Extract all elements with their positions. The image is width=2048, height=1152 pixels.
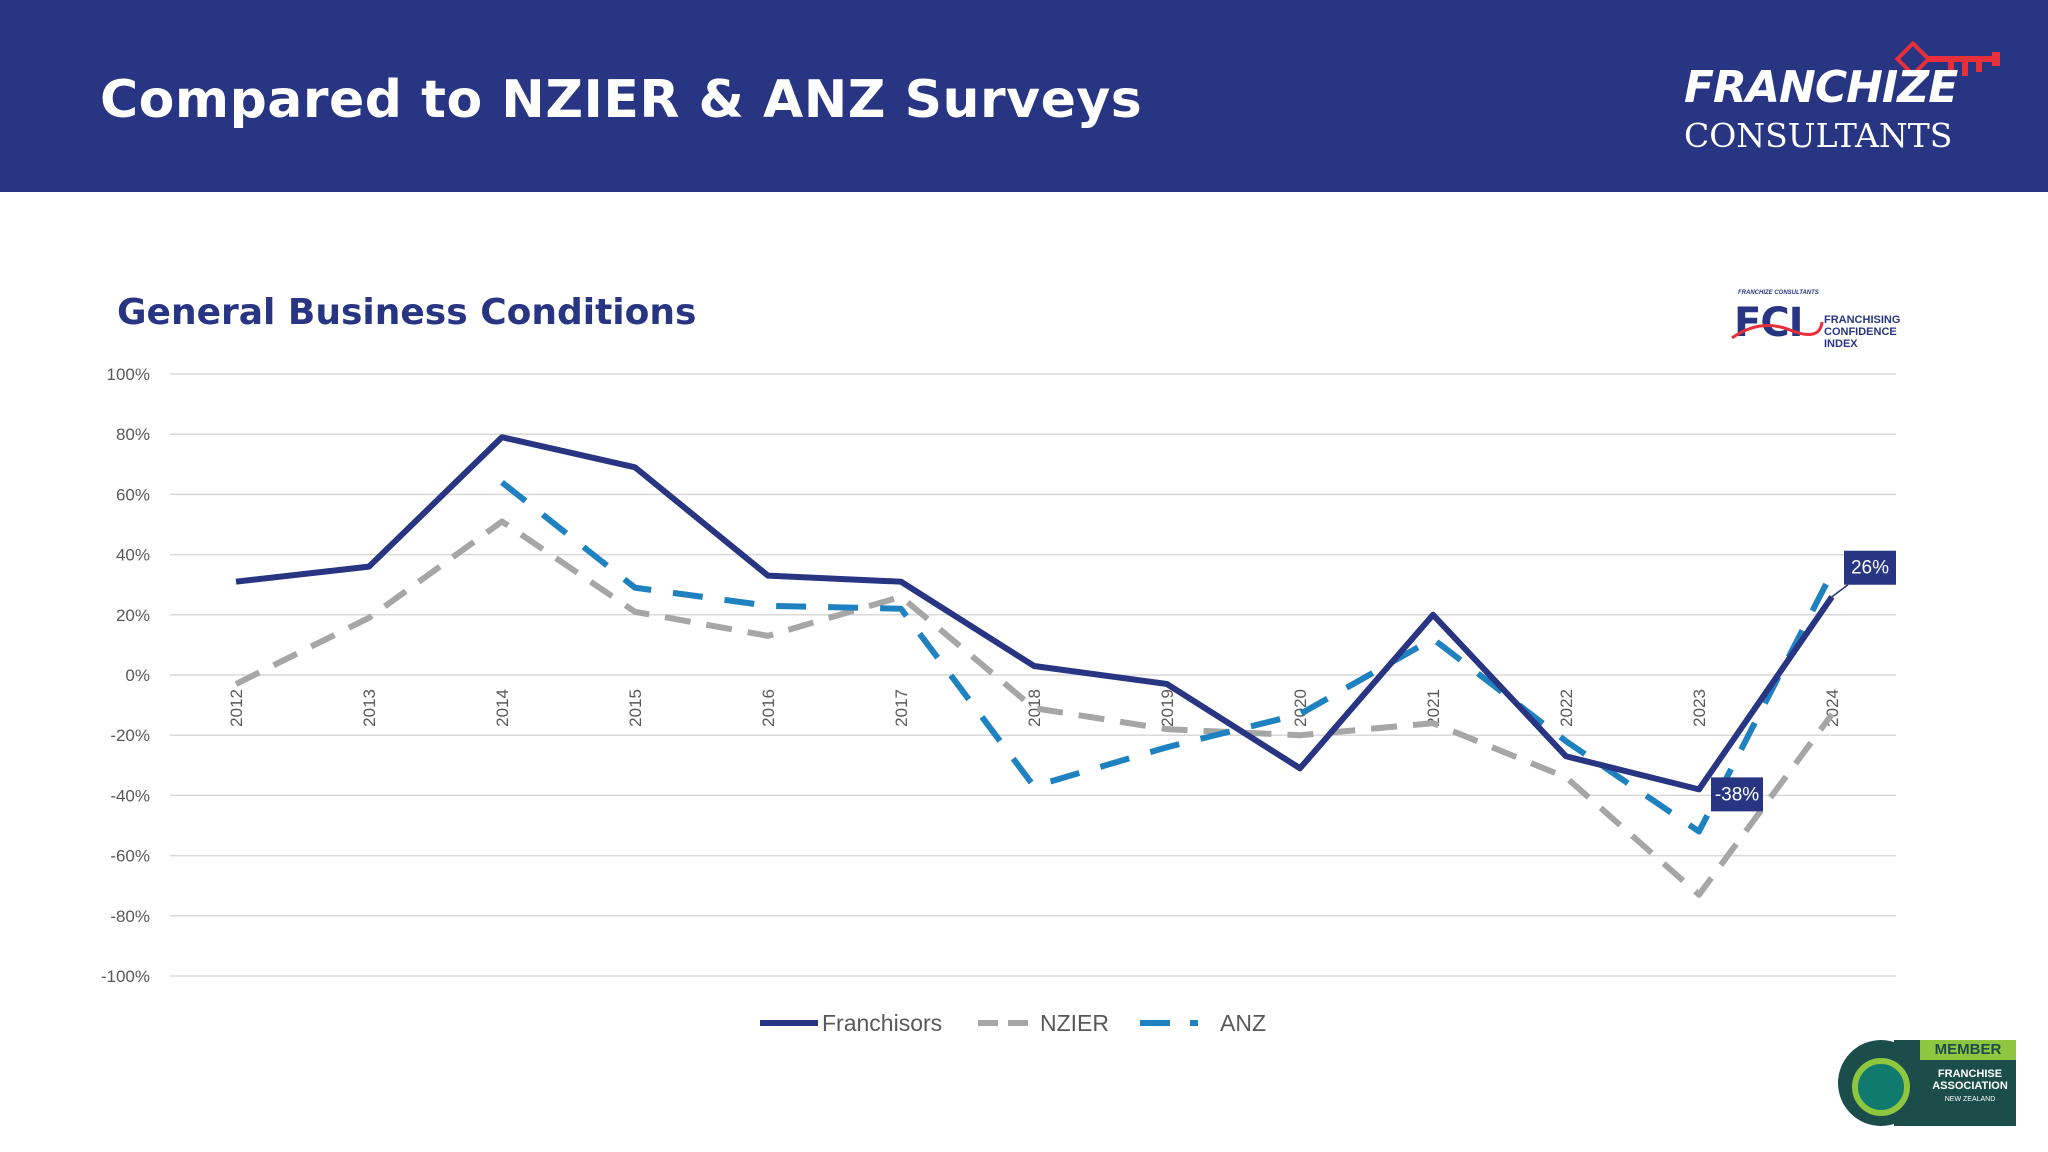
fci-badge-line3: INDEX bbox=[1824, 338, 1858, 350]
y-tick-label: -40% bbox=[110, 786, 150, 805]
annotation-box bbox=[1711, 777, 1763, 812]
x-tick-label: 2019 bbox=[1158, 689, 1177, 727]
x-tick-label: 2013 bbox=[360, 689, 379, 727]
legend-label-franchisors: Franchisors bbox=[822, 1010, 942, 1036]
x-tick-label: 2012 bbox=[227, 689, 246, 727]
y-tick-label: -100% bbox=[101, 967, 150, 986]
y-tick-labels: 100% 80% 60% 40% 20% 0% -20% -40% -60% -80% -100% bbox=[101, 365, 150, 986]
series-line-franchisors bbox=[235, 434, 1835, 793]
logo-wordmark-bottom: CONSULTANTS bbox=[1684, 116, 1953, 155]
y-tick-label: -60% bbox=[110, 847, 150, 866]
y-tick-label: 40% bbox=[116, 546, 150, 565]
series-line-anz bbox=[500, 480, 1835, 835]
member-badge-line1: FRANCHISE bbox=[1937, 1068, 2003, 1080]
header-banner: Compared to NZIER & ANZ Surveys FRANCHIZ… bbox=[0, 0, 2048, 192]
series-layer bbox=[234, 434, 1835, 898]
annotation-label: -38% bbox=[1715, 784, 1759, 805]
chart-legend: Franchisors NZIER ANZ bbox=[760, 1010, 1266, 1036]
x-tick-label: 2020 bbox=[1291, 689, 1310, 727]
x-tick-label: 2015 bbox=[626, 689, 645, 727]
member-badge-line2: ASSOCIATION bbox=[1932, 1080, 2008, 1092]
x-tick-label: 2023 bbox=[1690, 689, 1709, 727]
member-badge-circle bbox=[1838, 1040, 1924, 1126]
annotation-label: 26% bbox=[1851, 558, 1889, 579]
legend-label-nzier: NZIER bbox=[1040, 1010, 1109, 1036]
x-tick-labels: 2012 2013 2014 2015 2016 2017 2018 2019 2020 2021… bbox=[227, 689, 1842, 727]
grid-layer bbox=[170, 373, 1896, 977]
y-tick-label: 60% bbox=[116, 485, 150, 504]
member-badge-label: MEMBER bbox=[1920, 1040, 2016, 1060]
series-line-nzier bbox=[234, 518, 1835, 898]
y-tick-label: 20% bbox=[116, 606, 150, 625]
koru-icon bbox=[1852, 1058, 1910, 1116]
x-tick-label: 2021 bbox=[1424, 689, 1443, 727]
y-tick-label: -80% bbox=[110, 907, 150, 926]
fci-badge-line2: CONFIDENCE bbox=[1824, 326, 1897, 338]
x-tick-label: 2014 bbox=[493, 689, 512, 727]
swoosh-icon bbox=[1731, 321, 1824, 340]
fci-badge-tiny-text: FRANCHIZE CONSULTANTS bbox=[1738, 290, 1819, 296]
member-badge-text: FRANCHISE ASSOCIATION NEW ZEALAND bbox=[1926, 1068, 2014, 1106]
slide-title: Compared to NZIER & ANZ Surveys bbox=[100, 70, 1143, 130]
x-tick-label: 2016 bbox=[759, 689, 778, 727]
x-tick-label: 2022 bbox=[1557, 689, 1576, 727]
annotation-box bbox=[1844, 550, 1896, 585]
fci-badge-text: FRANCHISING CONFIDENCE INDEX bbox=[1824, 314, 1904, 350]
franchise-association-member-badge: MEMBER FRANCHISE ASSOCIATION NEW ZEALAND bbox=[1838, 1036, 2016, 1126]
key-icon bbox=[1894, 40, 2000, 78]
x-tick-label: 2018 bbox=[1025, 689, 1044, 727]
member-badge-line3: NEW ZEALAND bbox=[1944, 1096, 1996, 1103]
annotation-layer: 26% -38% bbox=[1711, 550, 1896, 812]
fci-badge-line1: FRANCHISING bbox=[1824, 314, 1901, 326]
legend-label-anz: ANZ bbox=[1220, 1010, 1266, 1036]
annotation-leader bbox=[1831, 584, 1849, 598]
chart-title: General Business Conditions bbox=[117, 292, 697, 333]
fci-badge: FRANCHIZE CONSULTANTS FCI FRANCHISING CO… bbox=[1730, 288, 1900, 356]
logo-wordmark-top: FRANCHIZE bbox=[1684, 62, 1958, 113]
y-tick-label: 0% bbox=[125, 666, 150, 685]
y-tick-label: -20% bbox=[110, 726, 150, 745]
fci-badge-letters: FCI bbox=[1734, 300, 1804, 346]
franchize-consultants-logo: FRANCHIZE CONSULTANTS bbox=[1670, 30, 2010, 160]
y-tick-label: 100% bbox=[107, 365, 150, 384]
y-tick-label: 80% bbox=[116, 425, 150, 444]
x-tick-label: 2017 bbox=[892, 689, 911, 727]
